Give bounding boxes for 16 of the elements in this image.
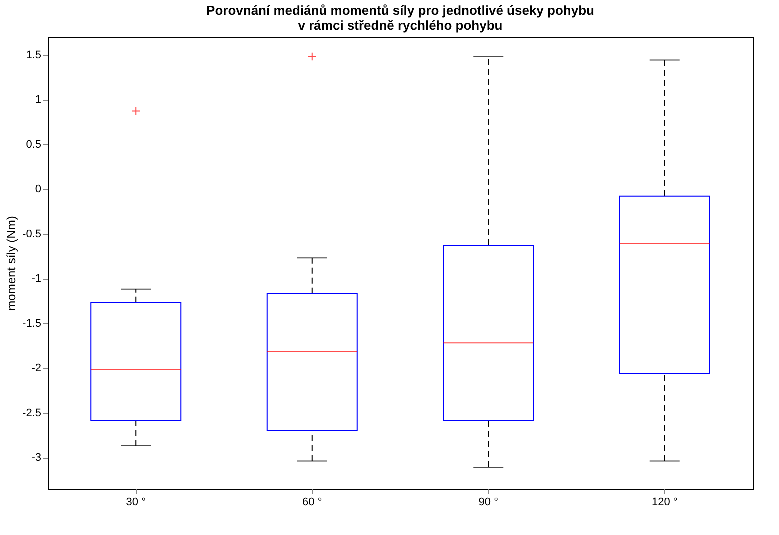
y-tick-label: -2 <box>32 362 42 375</box>
x-tick-label: 60 ° <box>302 496 322 508</box>
x-tick-label: 30 ° <box>126 496 146 508</box>
y-tick-label: 1.5 <box>26 49 42 62</box>
y-axis-title: moment síly (Nm) <box>4 216 19 311</box>
y-tick-label: 0 <box>35 184 42 196</box>
y-tick-label: -1.5 <box>22 318 42 330</box>
x-tick-label: 90 ° <box>478 496 498 508</box>
y-tick-label: 0.5 <box>26 138 42 151</box>
y-tick-label: 1 <box>35 94 42 106</box>
y-tick-label: -0.5 <box>22 228 42 240</box>
y-tick-label: -1 <box>32 273 42 286</box>
y-tick-label: -2.5 <box>22 407 42 420</box>
x-tick-label: 120 ° <box>652 496 678 508</box>
y-tick-label: -3 <box>32 452 42 464</box>
chart-title: Porovnání mediánů momentů síly pro jednotlivé úseky pohybu v rámci středně rychlého pohybu <box>206 3 595 33</box>
